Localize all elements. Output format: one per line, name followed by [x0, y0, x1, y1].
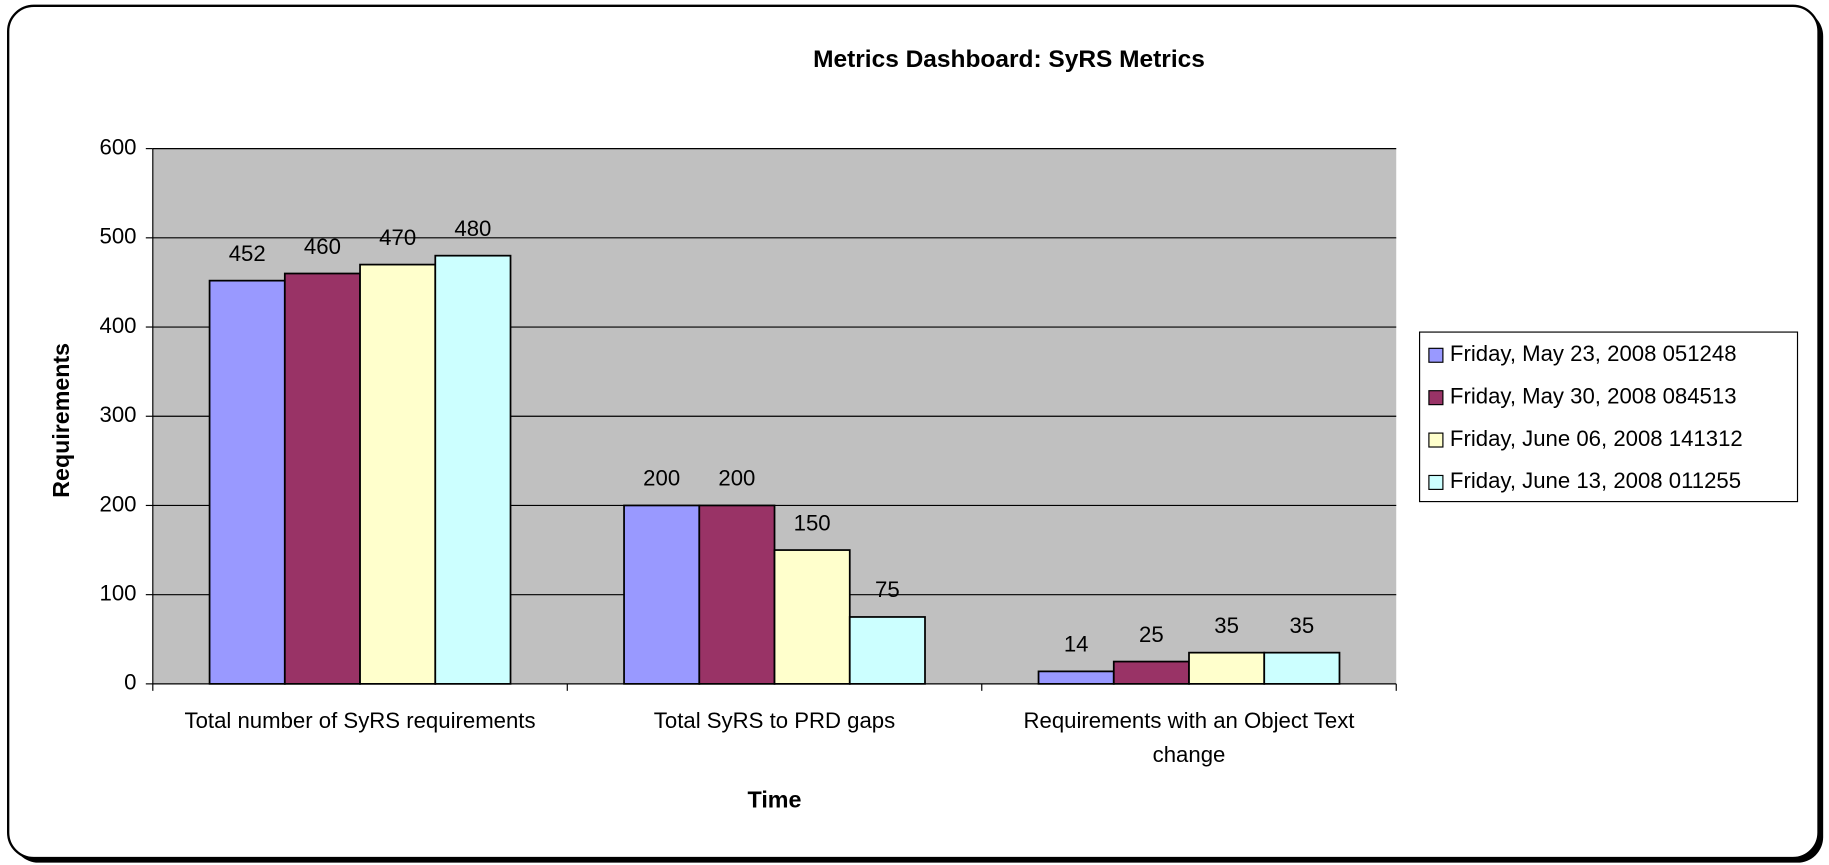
- legend-swatch: [1428, 432, 1444, 448]
- bar: [208, 279, 286, 685]
- bar: [698, 504, 776, 685]
- data-label: 75: [875, 577, 900, 602]
- legend-swatch: [1428, 347, 1444, 363]
- y-tick-label: 300: [99, 402, 136, 427]
- bar: [773, 549, 851, 685]
- data-label: 470: [379, 225, 416, 250]
- y-tick-label: 200: [99, 491, 136, 516]
- bar: [848, 616, 926, 685]
- bar: [1112, 660, 1190, 685]
- y-tick-label: 500: [99, 224, 136, 249]
- y-tick-label: 100: [99, 581, 136, 606]
- data-label: 452: [229, 241, 266, 266]
- data-label: 460: [304, 234, 341, 259]
- y-tick-label: 400: [99, 313, 136, 338]
- legend: [1418, 331, 1799, 503]
- data-label: 25: [1139, 622, 1164, 647]
- bar: [1037, 670, 1115, 685]
- data-label: 14: [1064, 632, 1089, 657]
- legend-label: Friday, June 06, 2008 141312: [1450, 426, 1743, 451]
- bar: [283, 272, 361, 685]
- data-label: 35: [1290, 613, 1315, 638]
- data-label: 200: [643, 466, 680, 491]
- x-axis-label: Time: [748, 786, 802, 812]
- x-tick-label: Total SyRS to PRD gaps: [654, 708, 895, 733]
- bar: [623, 504, 701, 685]
- x-tick-label: Total number of SyRS requirements: [185, 708, 536, 733]
- data-label: 35: [1214, 613, 1239, 638]
- bar: [1188, 651, 1266, 685]
- x-tick-label-line: change: [1153, 742, 1226, 767]
- bar: [1263, 651, 1341, 685]
- legend-swatch: [1428, 390, 1444, 406]
- chart-title: Metrics Dashboard: SyRS Metrics: [813, 46, 1205, 73]
- legend-swatch: [1428, 474, 1444, 490]
- x-tick-label-line: Requirements with an Object Text: [1024, 708, 1355, 733]
- data-label: 480: [454, 216, 491, 241]
- x-tick-label-line: Total SyRS to PRD gaps: [654, 708, 895, 733]
- data-label: 200: [718, 466, 755, 491]
- bar: [359, 263, 437, 685]
- legend-label: Friday, June 13, 2008 011255: [1450, 468, 1741, 493]
- x-tick-label: Requirements with an Object Text change: [1024, 708, 1355, 767]
- x-tick-label-line: Total number of SyRS requirements: [185, 708, 536, 733]
- y-axis-label: Requirements: [48, 343, 74, 498]
- y-tick-label: 600: [99, 134, 136, 159]
- legend-label: Friday, May 30, 2008 084513: [1450, 384, 1737, 409]
- bar: [434, 254, 512, 685]
- y-tick-label: 0: [124, 670, 136, 695]
- legend-label: Friday, May 23, 2008 051248: [1450, 341, 1737, 366]
- data-label: 150: [794, 510, 831, 535]
